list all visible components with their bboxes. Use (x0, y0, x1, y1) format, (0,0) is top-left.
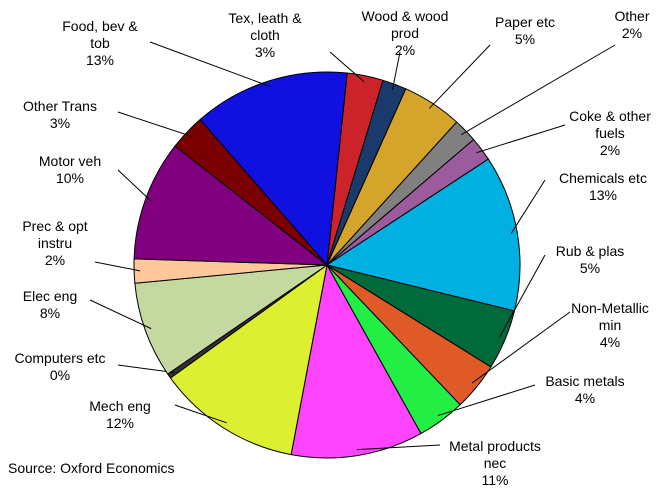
category-label: Rub & plas (555, 243, 625, 259)
value-label: 2% (621, 25, 643, 41)
category-label: Other Trans (23, 98, 97, 114)
category-label: Mech eng (89, 398, 151, 414)
value-label: 0% (49, 367, 71, 383)
leader-line (437, 384, 536, 417)
leader-line (89, 299, 152, 330)
category-label: Non-Metallic min (571, 300, 649, 333)
category-label: Chemicals etc (559, 170, 647, 186)
value-label: 11% (481, 472, 509, 488)
leader-line (94, 261, 141, 272)
value-label: 5% (579, 260, 601, 276)
category-label: Motor veh (38, 153, 102, 169)
pie-slice (290, 263, 422, 459)
value-label: 4% (599, 334, 621, 350)
slice-label: Chemicals etc 13% (538, 170, 668, 204)
leader-line (356, 444, 441, 451)
slice-label: Paper etc 5% (480, 14, 570, 48)
leader-line (471, 311, 571, 384)
source-note: Source: Oxford Economics (8, 460, 175, 476)
slice-label: Elec eng 8% (0, 288, 100, 322)
slice-label: Wood & wood prod 2% (355, 8, 455, 59)
value-label: 13% (85, 52, 115, 68)
pie-slice (133, 145, 329, 266)
value-label: 4% (574, 390, 596, 406)
leader-line (498, 254, 546, 338)
category-label: Tex, leath & cloth (228, 10, 302, 43)
leader-line (117, 169, 152, 202)
category-label: Coke & other fuels (569, 108, 651, 141)
slice-label: Prec & opt instru 2% (15, 218, 95, 269)
slice-label: Other 2% (592, 8, 672, 42)
slice-label: Other Trans 3% (5, 98, 115, 132)
category-label: Prec & opt instru (22, 218, 88, 251)
pie-slice (325, 158, 521, 312)
leader-line (117, 364, 175, 374)
leader-line (174, 404, 227, 424)
leader-line (510, 179, 546, 234)
slice-label: Coke & other fuels 2% (563, 108, 658, 159)
slice-label: Rub & plas 5% (530, 243, 650, 277)
pie-slice (169, 263, 328, 456)
category-label: Paper etc (495, 14, 555, 30)
slice-label: Non-Metallic min 4% (563, 300, 658, 351)
pie-slice (134, 264, 329, 375)
category-label: Food, bev & tob (62, 18, 138, 51)
value-label: 10% (55, 170, 85, 186)
leader-line (460, 44, 616, 136)
leader-line (329, 51, 365, 83)
slice-label: Mech eng 12% (70, 398, 170, 432)
value-label: 2% (44, 252, 66, 268)
value-label: 3% (254, 44, 276, 60)
leader-line (117, 111, 192, 137)
category-label: Elec eng (22, 288, 78, 304)
value-label: 8% (39, 305, 61, 321)
value-label: 5% (514, 31, 536, 47)
leader-line (428, 44, 491, 109)
slice-label: Metal products nec 11% (440, 438, 550, 489)
category-label: Computers etc (14, 350, 106, 366)
pie-slice (199, 71, 348, 267)
leader-line (476, 124, 566, 154)
leader-line (149, 41, 271, 88)
value-label: 12% (105, 415, 135, 431)
slice-label: Computers etc 0% (0, 350, 120, 384)
slice-label: Basic metals 4% (525, 373, 645, 407)
category-label: Other (614, 8, 650, 24)
category-label: Wood & wood prod (361, 8, 449, 41)
value-label: 13% (588, 187, 618, 203)
value-label: 2% (599, 142, 621, 158)
category-label: Basic metals (545, 373, 625, 389)
slice-label: Food, bev & tob 13% (53, 18, 148, 69)
value-label: 3% (49, 115, 71, 131)
value-label: 2% (394, 42, 416, 58)
slice-label: Tex, leath & cloth 3% (218, 10, 313, 61)
category-label: Metal products nec (449, 438, 541, 471)
leader-line (391, 51, 401, 90)
slice-label: Motor veh 10% (20, 153, 120, 187)
